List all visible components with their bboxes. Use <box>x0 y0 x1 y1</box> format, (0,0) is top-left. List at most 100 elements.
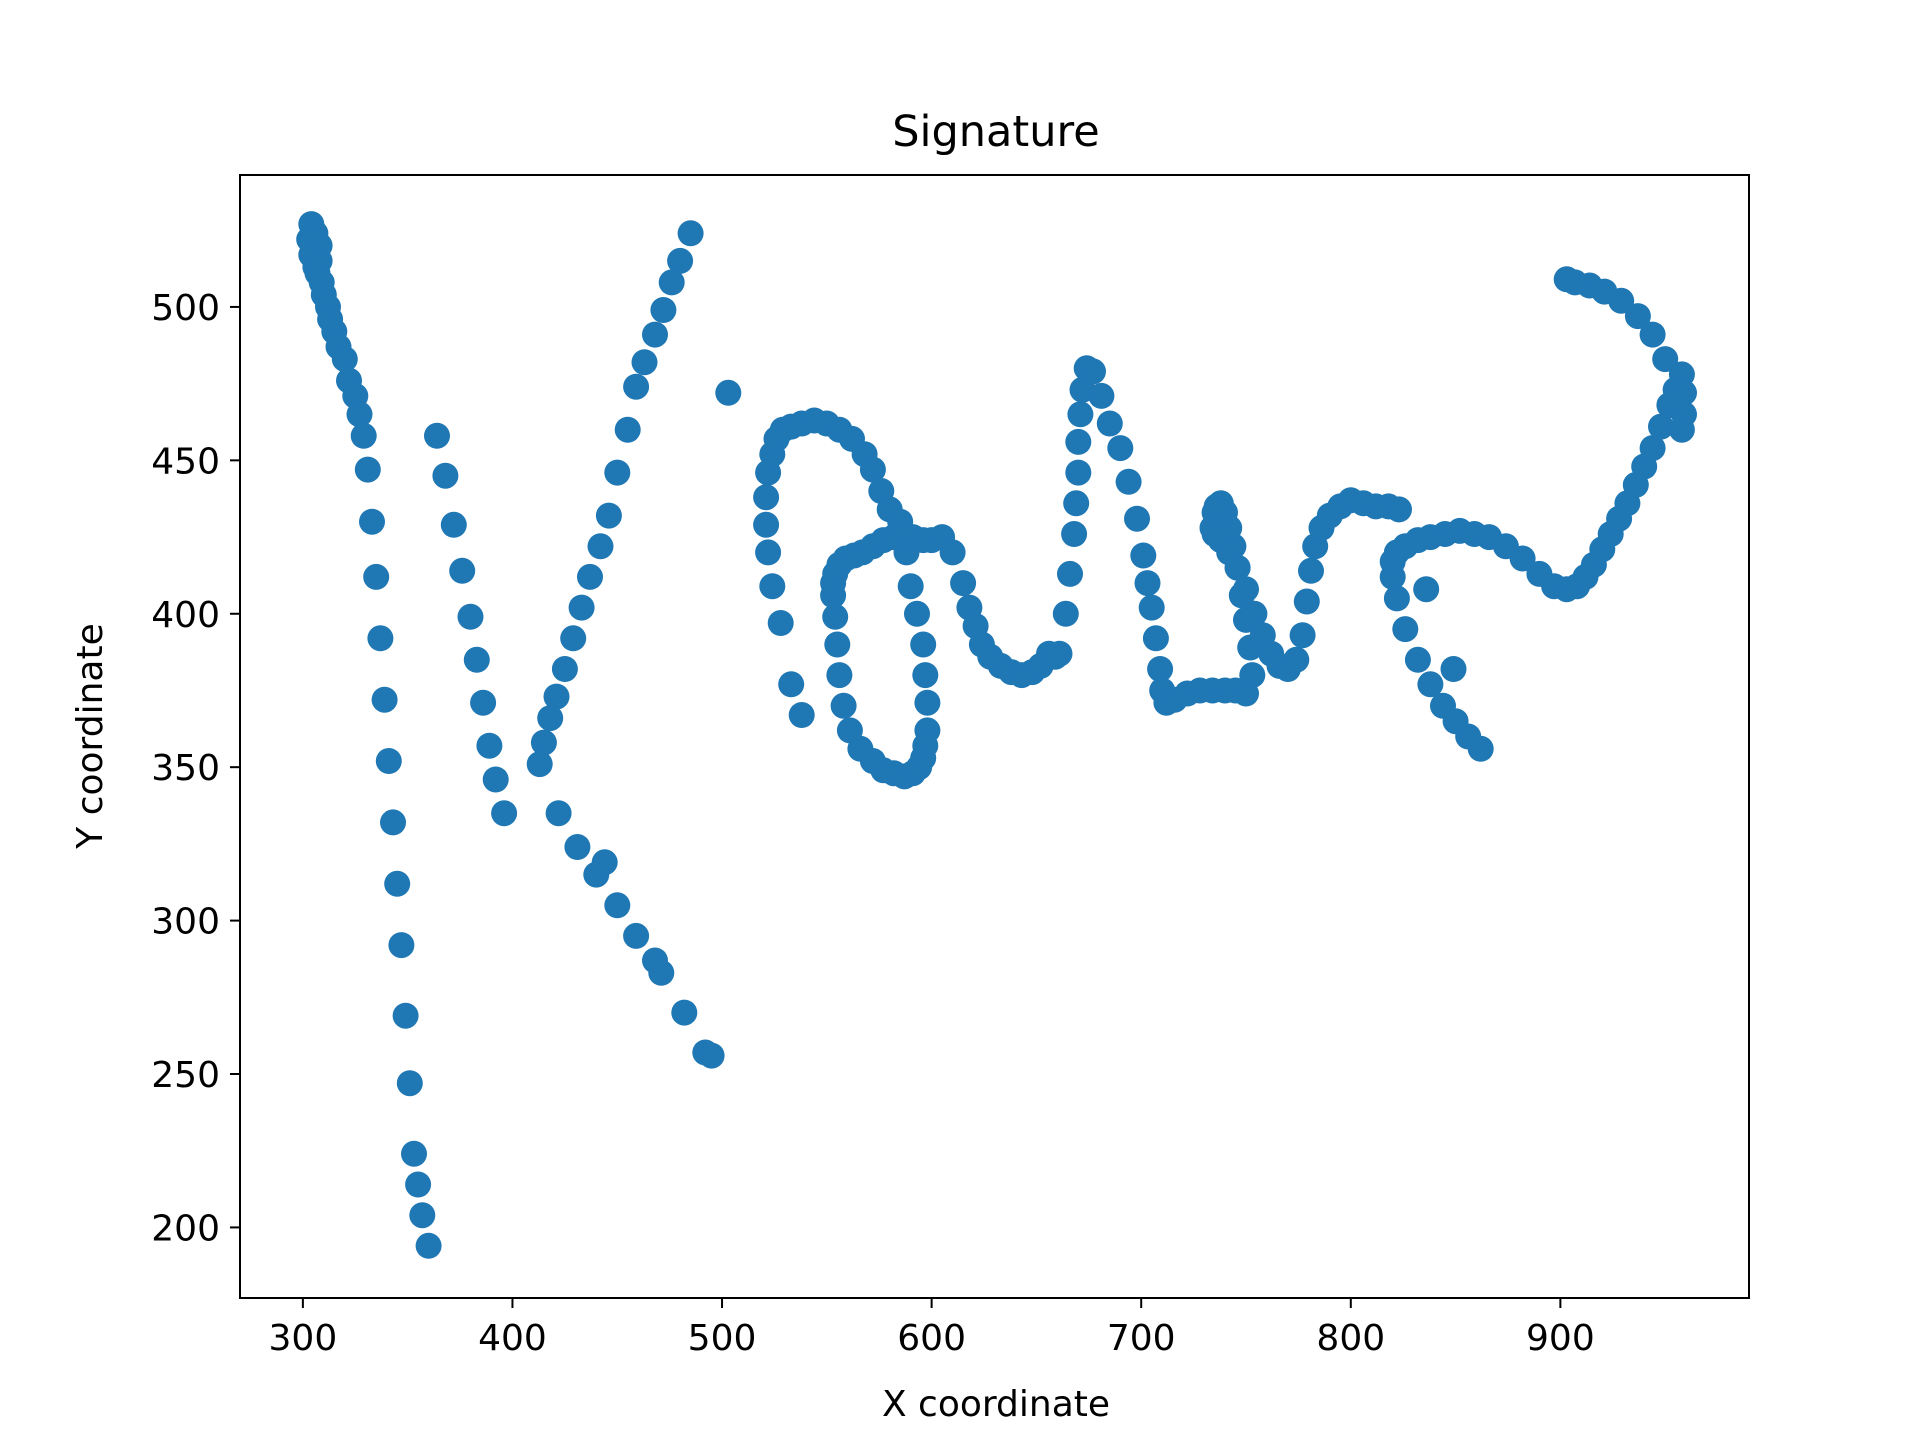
data-point <box>1283 646 1310 673</box>
x-tick-label: 300 <box>269 1318 338 1359</box>
data-point <box>1430 692 1456 719</box>
data-point <box>1440 656 1467 682</box>
y-tick-label: 400 <box>151 595 220 636</box>
data-point <box>1293 588 1320 615</box>
data-point <box>912 662 939 689</box>
data-point <box>568 594 595 621</box>
data-point <box>1668 416 1695 443</box>
data-point <box>650 297 677 323</box>
data-point <box>1239 662 1266 689</box>
data-point <box>698 1042 725 1069</box>
data-point <box>595 502 622 529</box>
data-point <box>822 603 849 630</box>
data-point <box>1107 435 1134 462</box>
data-point <box>715 379 742 406</box>
data-point <box>354 456 381 483</box>
data-point <box>380 809 406 836</box>
data-point <box>415 1232 442 1259</box>
data-point <box>1413 576 1440 603</box>
y-axis-label: Y coordinate <box>70 623 111 849</box>
data-point <box>560 625 587 652</box>
data-point <box>1404 646 1431 673</box>
data-point <box>371 686 398 713</box>
data-point <box>1147 656 1174 682</box>
plot-frame <box>239 174 1750 1299</box>
data-point <box>470 689 497 716</box>
data-point <box>537 705 564 732</box>
data-point <box>614 416 641 443</box>
data-point <box>457 603 484 630</box>
data-point <box>904 600 930 627</box>
data-point <box>577 563 603 590</box>
data-point <box>306 247 333 274</box>
data-point <box>788 702 815 728</box>
data-point <box>623 373 650 400</box>
data-point <box>667 247 694 274</box>
data-point <box>623 922 650 949</box>
data-point <box>545 800 572 827</box>
data-point <box>405 1171 432 1198</box>
data-point <box>914 689 941 716</box>
data-point <box>1088 382 1115 409</box>
data-point <box>778 671 805 698</box>
data-point <box>1383 585 1410 612</box>
data-point <box>350 422 377 449</box>
data-point <box>677 220 704 247</box>
data-point <box>1639 321 1666 348</box>
data-point <box>910 631 937 658</box>
data-point <box>375 748 402 774</box>
data-point <box>476 732 503 759</box>
data-point <box>1115 468 1142 495</box>
data-point <box>401 1140 427 1167</box>
data-point <box>1298 557 1324 584</box>
data-point <box>482 766 509 793</box>
data-point <box>392 1002 419 1029</box>
data-point <box>824 631 851 658</box>
x-axis-label: X coordinate <box>882 1384 1110 1425</box>
x-tick-label: 800 <box>1316 1318 1385 1359</box>
data-point <box>551 656 578 682</box>
data-point <box>658 269 685 296</box>
data-point <box>767 610 794 636</box>
data-point <box>396 1070 423 1097</box>
data-point <box>491 800 518 827</box>
data-point <box>384 870 411 897</box>
y-tick-label: 200 <box>151 1208 220 1249</box>
data-point <box>604 892 631 919</box>
points-layer <box>296 211 1697 1259</box>
data-point <box>631 349 658 376</box>
data-point <box>753 484 780 511</box>
data-point <box>1065 428 1092 455</box>
data-point <box>1080 358 1106 385</box>
data-point <box>1652 346 1679 373</box>
data-point <box>836 717 863 744</box>
data-point <box>1386 496 1412 523</box>
data-point <box>1124 505 1150 532</box>
data-point <box>363 563 390 590</box>
x-tick-label: 700 <box>1107 1318 1176 1359</box>
y-tick-label: 250 <box>151 1055 220 1096</box>
data-point <box>409 1202 436 1229</box>
data-point <box>530 729 557 756</box>
data-point <box>1063 490 1090 517</box>
y-tick-label: 300 <box>151 902 220 943</box>
data-point <box>1553 266 1580 293</box>
data-point <box>367 625 394 652</box>
data-point <box>1639 435 1666 462</box>
data-point <box>1233 576 1259 603</box>
data-point <box>463 646 490 673</box>
data-point <box>346 401 373 428</box>
data-point <box>1509 545 1536 572</box>
data-point <box>1052 600 1079 627</box>
data-point <box>859 456 886 483</box>
data-point <box>950 570 977 597</box>
y-tick-label: 500 <box>151 288 220 329</box>
data-point <box>564 834 591 860</box>
x-axis-ticks: 300 400 500 600 700 800 900 <box>269 1298 1595 1359</box>
data-point <box>587 533 614 560</box>
data-point <box>1392 616 1419 643</box>
data-point <box>1241 600 1268 627</box>
y-tick-label: 350 <box>151 748 220 789</box>
data-point <box>753 511 780 538</box>
